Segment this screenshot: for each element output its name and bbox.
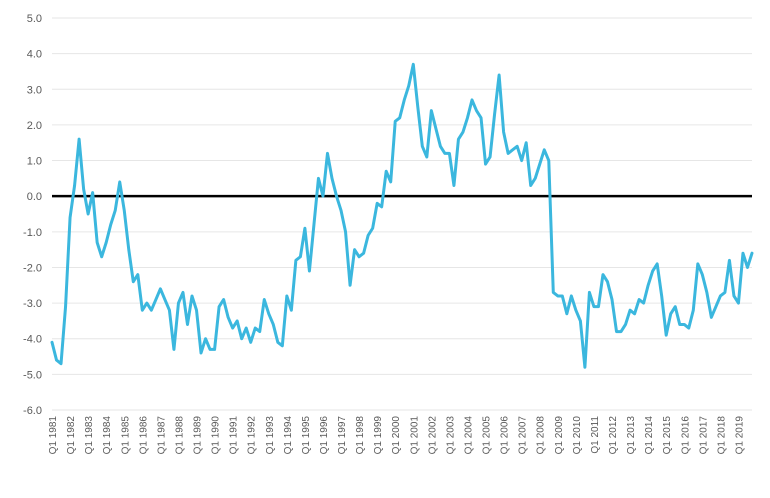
- x-tick-label: Q1 1981: [48, 416, 59, 455]
- x-tick-label: Q1 1993: [265, 416, 276, 455]
- x-tick-label: Q1 1991: [229, 416, 240, 455]
- x-tick-label: Q1 1994: [283, 416, 294, 455]
- x-tick-label: Q1 2014: [644, 416, 655, 455]
- x-tick-label: Q1 1986: [138, 416, 149, 455]
- x-tick-label: Q1 2009: [554, 416, 565, 455]
- x-tick-label: Q1 2000: [391, 416, 402, 455]
- x-tick-label: Q1 2019: [734, 416, 745, 455]
- y-axis-tick-labels: 5.0 4.0 3.0 2.0 1.0 0.0 -1.0 -2.0 -3.0 -4.0 -5.0 -6…: [23, 13, 42, 417]
- x-tick-label: Q1 1998: [355, 416, 366, 455]
- x-tick-label: Q1 1989: [193, 416, 204, 455]
- x-tick-label: Q1 1988: [174, 416, 185, 455]
- x-tick-label: Q1 2017: [698, 416, 709, 455]
- x-tick-label: Q1 2018: [716, 416, 727, 455]
- x-tick-label: Q1 2010: [572, 416, 583, 455]
- y-tick-label: 3.0: [27, 84, 42, 96]
- x-tick-label: Q1 1997: [337, 416, 348, 455]
- x-tick-label: Q1 1984: [102, 416, 113, 455]
- x-tick-label: Q1 2002: [427, 416, 438, 455]
- x-tick-label: Q1 2007: [518, 416, 529, 455]
- y-tick-label: 1.0: [27, 156, 42, 168]
- gridlines: [52, 17, 752, 411]
- y-tick-label: -6.0: [23, 405, 42, 417]
- x-tick-label: Q1 2016: [680, 416, 691, 455]
- x-tick-label: Q1 2003: [445, 416, 456, 455]
- y-tick-label: 2.0: [27, 120, 42, 132]
- x-tick-label: Q1 1996: [319, 416, 330, 455]
- x-tick-label: Q1 2012: [608, 416, 619, 455]
- x-tick-label: Q1 1982: [66, 416, 77, 455]
- y-tick-label: -5.0: [23, 369, 42, 381]
- series-line: [50, 62, 754, 369]
- x-tick-label: Q1 2005: [482, 416, 493, 455]
- y-tick-label: 4.0: [27, 49, 42, 61]
- y-tick-label: -2.0: [23, 262, 42, 274]
- x-tick-label: Q1 2015: [662, 416, 673, 455]
- x-tick-label: Q1 1987: [156, 416, 167, 455]
- x-tick-label: Q1 2013: [626, 416, 637, 455]
- x-tick-label: Q1 1999: [373, 416, 384, 455]
- x-tick-label: Q1 1990: [211, 416, 222, 455]
- x-tick-label: Q1 2006: [500, 416, 511, 455]
- y-tick-label: -3.0: [23, 298, 42, 310]
- y-tick-label: -1.0: [23, 227, 42, 239]
- x-tick-label: Q1 2001: [409, 416, 420, 455]
- y-tick-label: 5.0: [27, 13, 42, 25]
- x-tick-label: Q1 1995: [301, 416, 312, 455]
- x-tick-label: Q1 2008: [536, 416, 547, 455]
- x-tick-label: Q1 1983: [84, 416, 95, 455]
- x-tick-label: Q1 2011: [590, 416, 601, 454]
- y-tick-label: 0.0: [27, 191, 42, 203]
- x-tick-label: Q1 1992: [247, 416, 258, 455]
- y-tick-label: -4.0: [23, 334, 42, 346]
- x-tick-label: Q1 1985: [120, 416, 131, 455]
- x-tick-label: Q1 2004: [463, 416, 474, 455]
- x-axis-tick-labels: Q1 1981 Q1 1982 Q1 1983 Q1 1984 Q1 1985 Q1 19…: [48, 416, 745, 455]
